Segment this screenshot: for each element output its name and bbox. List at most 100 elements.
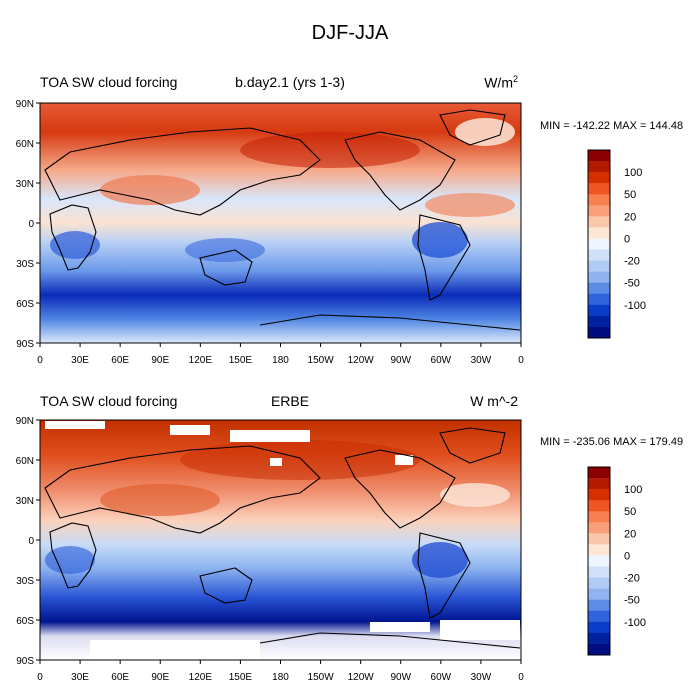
coastlines <box>44 427 521 649</box>
colorbar-swatch <box>588 183 610 195</box>
lon-label: 120W <box>348 672 375 683</box>
lon-label: 60E <box>111 355 129 366</box>
field-blob <box>100 175 200 205</box>
lat-label: 90S <box>16 339 34 350</box>
panel-center-label: ERBE <box>270 393 310 409</box>
colorbar-swatch <box>588 326 610 339</box>
lon-label: 30W <box>471 672 492 683</box>
colorbar-swatch <box>588 293 610 306</box>
lon-label: 120E <box>189 672 213 683</box>
field-blob <box>425 193 515 217</box>
coastlines <box>44 109 521 331</box>
lat-label: 60N <box>16 139 34 150</box>
colorbar-swatch <box>588 643 610 656</box>
colorbar-swatch <box>588 566 610 578</box>
colorbar-label: 100 <box>624 484 642 496</box>
field-blob <box>440 483 510 507</box>
colorbar-label: -20 <box>624 256 640 268</box>
lon-label: 30W <box>471 355 492 366</box>
lon-label: 60W <box>431 672 452 683</box>
panel-min-max: MIN = -142.22 MAX = 144.48 <box>540 120 684 132</box>
colorbar-swatch <box>588 511 610 523</box>
colorbar-swatch <box>588 555 610 567</box>
colorbar-swatch <box>588 489 610 501</box>
colorbar-frame <box>587 149 611 339</box>
panel-center-label: b.day2.1 (yrs 1-3) <box>235 74 345 90</box>
lon-label: 90E <box>151 672 169 683</box>
figure-title: DJF-JJA <box>311 22 389 44</box>
lon-label: 0 <box>518 672 524 683</box>
missing-data-patches <box>45 421 520 660</box>
colorbar-swatch <box>588 304 610 317</box>
lat-label: 0 <box>28 219 34 230</box>
lat-label: 90N <box>16 99 34 110</box>
lon-label: 150W <box>308 672 335 683</box>
colorbar-swatch <box>588 621 610 634</box>
lon-label: 0 <box>37 672 43 683</box>
colorbar-swatch <box>588 249 610 261</box>
lon-label: 180 <box>272 355 289 366</box>
lon-label: 150E <box>229 672 253 683</box>
colorbar-swatch <box>588 610 610 623</box>
lat-label: 90N <box>16 416 34 427</box>
field-blob <box>412 542 468 578</box>
lon-label: 60E <box>111 672 129 683</box>
colorbar-label: 50 <box>624 506 636 518</box>
colorbar-frame <box>587 466 611 656</box>
colorbar-swatch <box>588 632 610 645</box>
colorbar-swatch <box>588 227 610 239</box>
lat-label: 60S <box>16 616 34 627</box>
lon-label: 120W <box>348 355 375 366</box>
colorbar-swatch <box>588 282 610 295</box>
lon-label: 30E <box>71 355 89 366</box>
lat-label: 60N <box>16 456 34 467</box>
lat-label: 30N <box>16 179 34 190</box>
panel-units-label: W m^-2 <box>470 393 518 409</box>
field-blob <box>45 546 95 574</box>
lon-label: 150E <box>229 355 253 366</box>
colorbar-label: 50 <box>624 189 636 201</box>
colorbar-swatch <box>588 577 610 589</box>
lon-label: 90W <box>390 672 411 683</box>
colorbar-label: -100 <box>624 617 646 629</box>
colorbar-swatch <box>588 544 610 556</box>
colorbar-swatch <box>588 172 610 184</box>
panel-left-label: TOA SW cloud forcing <box>40 74 178 90</box>
colorbar-swatch <box>588 205 610 217</box>
colorbar-swatch <box>588 271 610 284</box>
colorbar-swatch <box>588 500 610 512</box>
lon-label: 0 <box>37 355 43 366</box>
colorbar-label: -100 <box>624 300 646 312</box>
field-blob <box>185 238 265 262</box>
map-panel-2 <box>39 419 522 661</box>
colorbar-swatch <box>588 150 610 162</box>
colorbar-label: -20 <box>624 573 640 585</box>
lat-label: 90S <box>16 656 34 667</box>
panel-min-max: MIN = -235.06 MAX = 179.49 <box>540 436 684 448</box>
colorbar-label: 20 <box>624 211 636 223</box>
lon-label: 0 <box>518 355 524 366</box>
colorbar-swatch <box>588 161 610 173</box>
lon-label: 150W <box>308 355 335 366</box>
colorbar-swatch <box>588 522 610 534</box>
colorbar-label: 20 <box>624 528 636 540</box>
lon-label: 180 <box>272 672 289 683</box>
lat-label: 0 <box>28 536 34 547</box>
colorbar-swatch <box>588 238 610 250</box>
lon-label: 60W <box>431 355 452 366</box>
lon-label: 30E <box>71 672 89 683</box>
field-blob <box>240 132 420 168</box>
panel-left-label: TOA SW cloud forcing <box>40 393 178 409</box>
colorbar-label: 100 <box>624 167 642 179</box>
field-blob <box>180 440 420 480</box>
lat-label: 30N <box>16 496 34 507</box>
field-blob <box>412 222 468 258</box>
colorbar-label: 0 <box>624 550 630 562</box>
lon-label: 120E <box>189 355 213 366</box>
field-blob <box>100 484 220 516</box>
lat-label: 30S <box>16 576 34 587</box>
colorbar-label: -50 <box>624 595 640 607</box>
field-blob <box>455 118 515 146</box>
panel-units-label: W/m2 <box>484 74 518 91</box>
